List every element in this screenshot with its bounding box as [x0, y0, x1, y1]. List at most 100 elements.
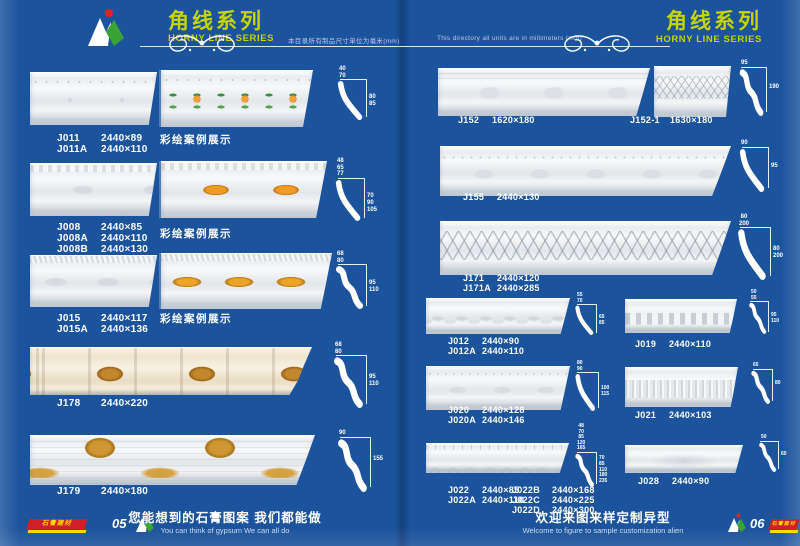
molding-image-j019	[625, 299, 737, 333]
product-size: 2440×110	[101, 144, 148, 155]
product-code: J012A	[448, 346, 477, 356]
profile-diagram-j008: 48 65 77 70 90 105	[334, 158, 377, 222]
page-number-right: 06	[750, 516, 765, 531]
painted-sample-label: 彩绘案例展示	[160, 134, 232, 146]
profile-dims-right: 80 200	[773, 246, 784, 259]
profile-diagram-j155: 90 95	[738, 140, 778, 192]
product-size: 2440×128	[482, 405, 525, 415]
molding-image-j021	[625, 367, 738, 407]
product-size: 2440×110	[482, 346, 525, 356]
product-code: J012	[448, 336, 470, 346]
product-size: 2440×146	[482, 415, 525, 425]
molding-image-j152	[438, 68, 650, 116]
profile-diagram-j019: 50 55 95 110	[748, 289, 779, 335]
product-code: J021	[635, 410, 657, 420]
brand-badge-stripe	[769, 530, 799, 533]
product-size: 2440×120	[497, 273, 540, 283]
profile-dims-right: 65 85	[599, 314, 605, 326]
profile-dims-top: 65	[753, 362, 759, 368]
product-size: 2440×300	[552, 505, 595, 515]
page-title-left: 角线系列	[168, 10, 264, 33]
product-size: 2440×168	[552, 485, 595, 495]
page-subtitle-left: HORNY LINE SERIES	[168, 33, 275, 44]
profile-dims-right: 190	[769, 84, 780, 91]
product-size: 2440×89	[101, 133, 143, 144]
molding-image-j179	[30, 435, 315, 485]
profile-diagram-j012: 55 70 65 85	[574, 292, 605, 336]
product-code: J022C	[512, 495, 541, 505]
product-code: J022A	[448, 495, 477, 505]
product-code: J028	[638, 476, 660, 486]
molding-image-j155	[440, 146, 731, 196]
product-code: J008A	[57, 233, 88, 244]
profile-dims-top: 90	[339, 430, 346, 436]
product-size: 2440×90	[482, 336, 520, 346]
profile-dims-right: 155	[373, 456, 384, 463]
molding-image-j152-1	[654, 66, 731, 117]
molding-image-j012	[426, 298, 570, 334]
profile-diagram-j011: 40 70 80 85	[336, 66, 376, 121]
profile-diagram-j152: 95 190	[738, 60, 779, 116]
product-size: 2440×117	[101, 313, 148, 324]
molding-image-j171	[440, 221, 731, 275]
painted-sample-label: 彩绘案例展示	[160, 313, 232, 325]
profile-diagram-j171: 80 200 80 200	[736, 214, 783, 281]
brand-logo-icon	[136, 513, 154, 532]
molding-image-j011-white	[30, 72, 157, 125]
profile-dims-top: 48 65 77	[337, 158, 344, 178]
product-size: 2440×103	[669, 410, 712, 420]
slogan-right-cn: 欢迎来图来样定制异型	[535, 511, 671, 525]
product-code: J008	[57, 222, 81, 233]
product-size: 2440×90	[672, 476, 710, 486]
profile-diagram-j179: 90 155	[336, 430, 383, 492]
profile-dims-top: 68 80	[335, 342, 342, 355]
profile-dims-right: 100 115	[601, 385, 610, 397]
product-size: 2440×180	[101, 486, 149, 497]
product-code: J015	[57, 313, 81, 324]
product-code: J020	[448, 405, 470, 415]
profile-dims-top: 48 70 85 120 165	[577, 423, 586, 452]
page-subtitle-right: HORNY LINE SERIES	[655, 34, 762, 45]
product-code: J022B	[512, 485, 541, 495]
product-size: 2440×110	[669, 339, 712, 349]
page-number-left: 05	[112, 516, 127, 531]
molding-image-j008-white	[30, 163, 157, 216]
molding-image-j011-painted	[159, 70, 313, 127]
profile-dims-right: 80	[775, 380, 781, 387]
molding-image-j178	[30, 347, 312, 395]
product-size: 1630×180	[670, 115, 713, 125]
molding-image-j015-painted	[159, 253, 332, 309]
profile-dims-right: 95	[771, 162, 778, 169]
profile-dims-right: 80 85	[369, 94, 376, 107]
profile-dims-right: 95 110	[771, 312, 780, 324]
profile-diagram-j178: 68 80 95 110	[332, 342, 379, 409]
product-code: J022	[448, 485, 470, 495]
product-size: 2440×225	[552, 495, 595, 505]
product-size: 2440×130	[497, 192, 540, 202]
profile-dims-top: 80 200	[739, 214, 750, 227]
page-title-right: 角线系列	[666, 10, 762, 33]
units-note-en: This directory all units are in millimet…	[437, 35, 583, 42]
molding-image-j015-white	[30, 255, 157, 307]
profile-dims-right: 70 85 110 180 235	[599, 455, 608, 484]
product-size: 2440×136	[101, 324, 149, 335]
product-size: 2440×220	[101, 398, 149, 409]
profile-dims-right: 70 90 105	[367, 193, 378, 213]
product-code: J152	[458, 115, 480, 125]
brand-badge-left: 石膏建材	[26, 519, 88, 533]
product-code: J019	[635, 339, 657, 349]
product-code: J011	[57, 133, 80, 144]
product-code: J020A	[448, 415, 477, 425]
product-code: J022D	[512, 505, 541, 515]
product-code: J155	[463, 192, 485, 202]
painted-sample-label: 彩绘案例展示	[160, 228, 232, 240]
product-code: J015A	[57, 324, 88, 335]
profile-dims-top: 40 70	[339, 66, 346, 79]
profile-diagram-j021: 65 80	[750, 362, 781, 404]
product-size: 2440×110	[482, 495, 525, 505]
product-code: J171A	[463, 283, 492, 293]
molding-image-j020	[426, 366, 570, 410]
profile-dims-top: 50	[761, 434, 767, 440]
profile-diagram-j028: 50 60	[758, 434, 787, 472]
